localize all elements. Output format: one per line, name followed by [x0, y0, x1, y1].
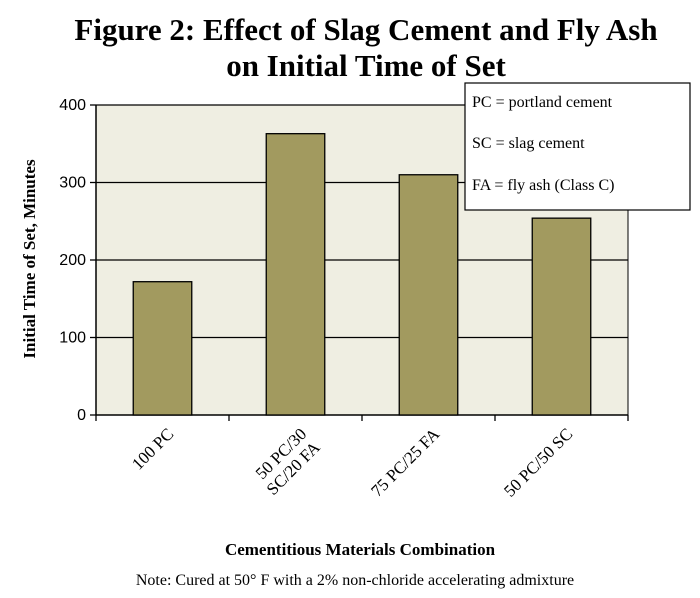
x-tick-label: 75 PC/25 FA — [367, 424, 444, 501]
chart-title-line-2: on Initial Time of Set — [226, 48, 506, 83]
y-tick-label: 200 — [59, 252, 86, 269]
legend-box — [464, 82, 691, 211]
legend: PC = portland cement SC = slag cement FA… — [464, 82, 691, 211]
y-tick-label: 400 — [59, 97, 86, 114]
x-tick-label: 100 PC — [128, 424, 177, 473]
chart-note: Note: Cured at 50° F with a 2% non-chlor… — [136, 572, 574, 589]
bar — [265, 133, 326, 416]
y-axis-title: Initial Time of Set, Minutes — [20, 159, 39, 359]
x-tick-label: 50 PC/50 SC — [500, 424, 576, 500]
legend-entry: PC = portland cement — [472, 94, 613, 111]
bar — [398, 174, 459, 416]
bar — [531, 217, 592, 416]
x-tick-label-line: 100 PC — [128, 424, 177, 473]
y-tick-label: 100 — [59, 330, 86, 347]
legend-entry: FA = fly ash (Class C) — [472, 177, 615, 194]
y-tick-label: 300 — [59, 175, 86, 192]
y-tick-label: 0 — [77, 407, 86, 424]
x-axis-title: Cementitious Materials Combination — [225, 540, 496, 559]
bar — [132, 281, 193, 416]
chart-title-line-1: Figure 2: Effect of Slag Cement and Fly … — [74, 12, 657, 47]
x-tick-label: 50 PC/30SC/20 FA — [249, 424, 324, 499]
legend-entry: SC = slag cement — [472, 135, 585, 152]
x-tick-label-line: 75 PC/25 FA — [367, 424, 444, 501]
x-tick-label-line: 50 PC/50 SC — [500, 424, 576, 500]
